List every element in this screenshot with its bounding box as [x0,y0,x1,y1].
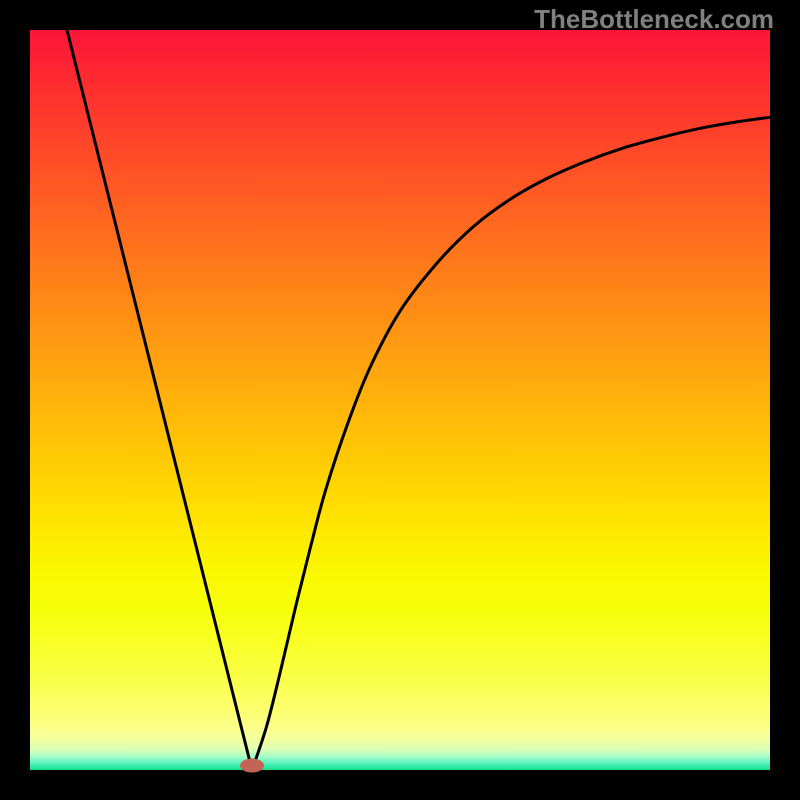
gradient-plot [0,0,800,800]
watermark-text: TheBottleneck.com [534,4,774,35]
chart-frame: TheBottleneck.com [0,0,800,800]
gradient-background [30,30,770,770]
min-point-marker [240,759,264,773]
